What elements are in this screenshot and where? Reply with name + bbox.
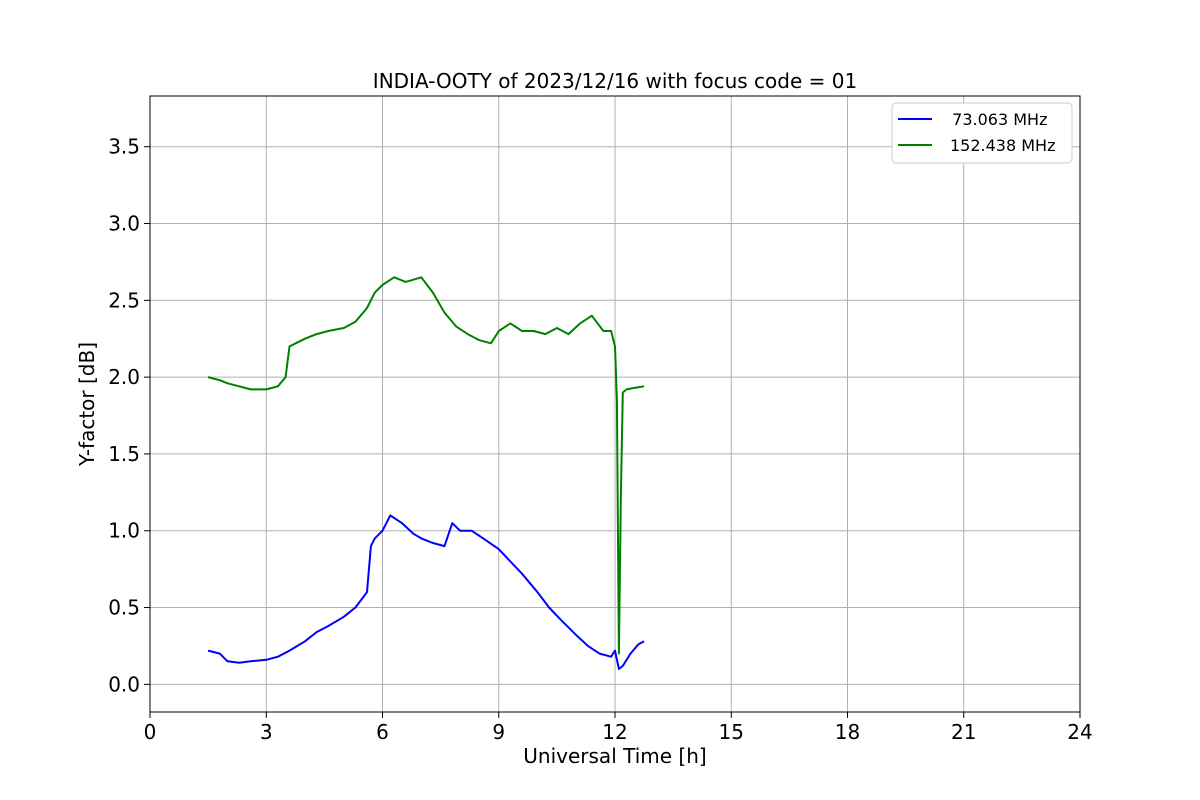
y-tick-label: 3.5 xyxy=(108,135,140,159)
x-tick-label: 3 xyxy=(260,720,273,744)
y-tick-label: 0.0 xyxy=(108,672,140,696)
y-tick-label: 2.5 xyxy=(108,288,140,312)
legend-label-73mhz: 73.063 MHz xyxy=(942,110,1047,129)
x-tick-label: 15 xyxy=(719,720,744,744)
y-tick-label: 1.0 xyxy=(108,519,140,543)
series-line-73mhz xyxy=(207,514,645,670)
series-line-152mhz xyxy=(207,276,645,655)
chart-title: INDIA-OOTY of 2023/12/16 with focus code… xyxy=(373,69,857,93)
series-layer xyxy=(207,276,645,670)
x-tick-label: 18 xyxy=(835,720,860,744)
y-tick-label: 0.5 xyxy=(108,596,140,620)
y-axis-label: Y-factor [dB] xyxy=(75,342,99,467)
legend-label-152mhz: 152.438 MHz xyxy=(950,136,1055,155)
x-tick-label: 12 xyxy=(602,720,627,744)
legend-box xyxy=(891,102,1073,164)
x-tick-label: 0 xyxy=(144,720,157,744)
x-tick-label: 6 xyxy=(376,720,389,744)
ticks: 0 3 6 9 12 15 18 21 24 0.0 0.5 1.0 1.5 2.0 2.5 3.0 3.5 xyxy=(108,135,1093,744)
y-tick-label: 2.0 xyxy=(108,365,140,389)
x-tick-label: 24 xyxy=(1067,720,1092,744)
x-tick-label: 21 xyxy=(951,720,976,744)
x-tick-label: 9 xyxy=(492,720,505,744)
x-axis-label: Universal Time [h] xyxy=(523,744,706,768)
y-tick-label: 3.0 xyxy=(108,212,140,236)
y-tick-label: 1.5 xyxy=(108,442,140,466)
legend: 73.063 MHz 152.438 MHz xyxy=(891,102,1073,164)
